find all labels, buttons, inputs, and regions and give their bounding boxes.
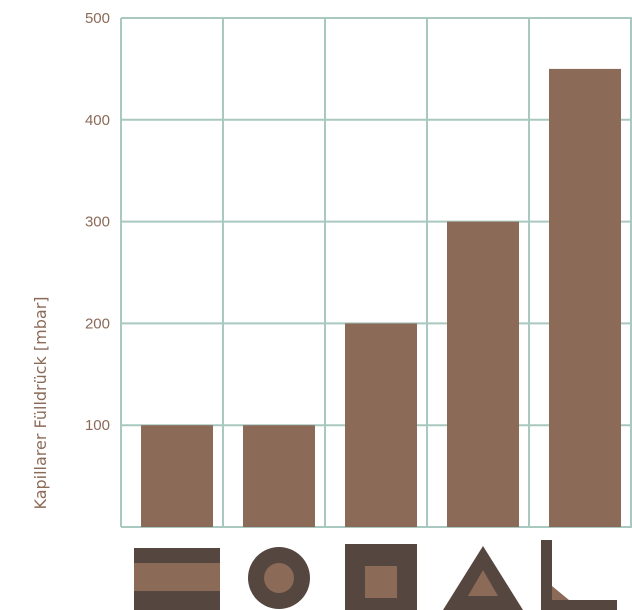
bar xyxy=(243,425,315,527)
bar xyxy=(447,221,519,527)
chart-bars xyxy=(141,68,621,528)
triangle-icon xyxy=(443,546,523,610)
icon-band-top xyxy=(134,548,220,563)
square-in-square-icon xyxy=(345,544,417,610)
l-corner-icon xyxy=(541,540,617,610)
y-tick-label: 400 xyxy=(85,112,110,129)
bar xyxy=(549,68,621,528)
y-axis-ticks: 100 200 300 400 500 xyxy=(85,10,110,434)
circle-in-square-icon xyxy=(248,547,310,609)
icon-band-middle xyxy=(134,563,220,591)
horizontal-layers-icon xyxy=(134,548,220,610)
bar xyxy=(345,323,417,527)
category-icons xyxy=(134,540,617,610)
y-tick-label: 100 xyxy=(85,417,110,434)
icon-l-vertical xyxy=(541,540,552,610)
icon-inner-triangle xyxy=(468,570,498,596)
icon-l-accent xyxy=(552,586,569,600)
icon-band-bottom xyxy=(134,591,220,610)
icon-inner-square xyxy=(365,566,397,598)
y-tick-label: 300 xyxy=(85,214,110,231)
y-tick-label: 200 xyxy=(85,315,110,332)
icon-inner-circle xyxy=(264,563,294,593)
bar xyxy=(141,425,213,527)
y-axis-title: Kapillarer Fülldrück [mbar] xyxy=(31,296,50,509)
y-tick-label: 500 xyxy=(85,10,110,27)
icon-l-horizontal xyxy=(541,600,617,610)
